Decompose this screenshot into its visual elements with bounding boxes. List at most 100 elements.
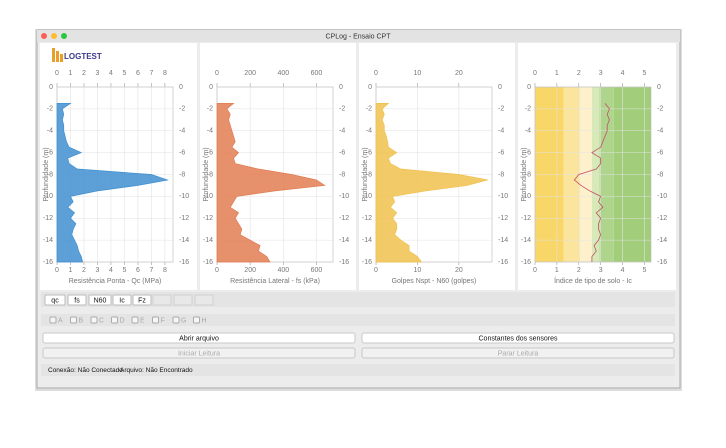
checkbox[interactable]: [49, 316, 57, 324]
checkbox-label[interactable]: C: [99, 317, 104, 324]
x-tick-label: 4: [109, 267, 113, 274]
title-bar: [37, 30, 680, 42]
x-tick-label: 0: [533, 70, 537, 77]
y-tick-label: -16: [498, 259, 508, 266]
y-tick-label: -14: [657, 237, 667, 244]
checkbox[interactable]: [193, 316, 200, 324]
y-axis-label: Profundidade (m): [362, 147, 369, 201]
minimize-button[interactable]: [51, 33, 57, 39]
y-tick-label: -8: [339, 171, 345, 178]
x-tick-label: 4: [109, 70, 113, 77]
y-tick-label: -4: [179, 128, 185, 135]
y-tick-label: -6: [339, 149, 345, 156]
x-tick-label: 4: [621, 267, 625, 274]
checkbox-label[interactable]: G: [181, 317, 186, 324]
y-tick-label: -10: [657, 193, 667, 200]
y-tick-label: -10: [498, 193, 508, 200]
x-tick-label: 3: [96, 70, 100, 77]
checkbox[interactable]: [172, 316, 180, 324]
checkbox[interactable]: [131, 316, 139, 324]
toggle-button[interactable]: [67, 294, 87, 306]
x-tick-label: 0: [55, 70, 59, 77]
x-tick-label: 0: [55, 267, 59, 274]
close-button[interactable]: [41, 33, 47, 39]
toggle-button-label[interactable]: N60: [94, 297, 107, 304]
action-button-label[interactable]: Constantes dos sensores: [479, 335, 558, 342]
checkbox[interactable]: [70, 316, 77, 324]
action-button[interactable]: [361, 332, 675, 344]
x-tick-label: 1: [69, 70, 73, 77]
action-button-label: Iniciar Leitura: [178, 350, 220, 357]
toggle-button[interactable]: [88, 294, 112, 306]
y-tick-label: -14: [43, 237, 53, 244]
action-button: [361, 347, 675, 359]
x-tick-label: 5: [642, 70, 646, 77]
y-tick-label: -6: [179, 149, 185, 156]
toggle-button[interactable]: [112, 294, 132, 306]
y-tick-label: 0: [368, 84, 372, 91]
checkbox-label[interactable]: A: [58, 317, 63, 324]
checkbox[interactable]: [152, 316, 159, 324]
toggle-button[interactable]: [132, 294, 152, 306]
y-tick-label: -10: [521, 193, 531, 200]
zoom-button[interactable]: [61, 33, 67, 39]
empty-button[interactable]: [194, 294, 214, 306]
action-button-label[interactable]: Abrir arquivo: [179, 335, 219, 342]
checkbox-label[interactable]: B: [79, 317, 84, 324]
checkbox-label[interactable]: E: [140, 317, 145, 324]
y-tick-label: -6: [525, 149, 531, 156]
y-tick-label: -4: [498, 128, 504, 135]
action-button[interactable]: [42, 332, 356, 344]
y-axis-label: Profundidade (m): [521, 147, 528, 201]
y-tick-label: -16: [521, 259, 531, 266]
y-tick-label: -2: [207, 106, 213, 113]
y-tick-label: -2: [498, 106, 504, 113]
action-button-label: Parar Leitura: [498, 350, 539, 357]
y-tick-label: -8: [207, 171, 213, 178]
toggle-button-label[interactable]: fs: [74, 297, 80, 304]
y-tick-label: -14: [362, 237, 372, 244]
empty-button[interactable]: [152, 294, 172, 306]
x-tick-label: 3: [96, 267, 100, 274]
x-tick-label: 200: [244, 267, 256, 274]
y-tick-label: -4: [339, 128, 345, 135]
y-tick-label: -14: [203, 237, 213, 244]
checkbox[interactable]: [90, 316, 98, 324]
x-tick-label: 0: [215, 267, 219, 274]
window-title: CPLog - Ensaio CPT: [326, 33, 392, 40]
checkbox-label[interactable]: D: [120, 317, 125, 324]
checkbox-label[interactable]: H: [202, 317, 207, 324]
x-axis-label: Índice de tipo de solo - Ic: [554, 276, 632, 285]
y-tick-label: -16: [43, 259, 53, 266]
x-axis-label: Resistência Lateral - fs (kPa): [230, 278, 320, 285]
x-tick-label: 2: [577, 267, 581, 274]
x-tick-label: 2: [82, 267, 86, 274]
x-tick-label: 7: [149, 267, 153, 274]
x-tick-label: 200: [244, 70, 256, 77]
toggle-button-label[interactable]: Fz: [138, 297, 146, 304]
toggle-button[interactable]: [44, 294, 66, 306]
y-tick-label: -12: [339, 215, 349, 222]
y-tick-label: -4: [525, 128, 531, 135]
toggle-button-label[interactable]: qc: [51, 297, 59, 304]
checkbox[interactable]: [111, 316, 118, 324]
x-tick-label: 8: [163, 70, 167, 77]
y-tick-label: -6: [47, 149, 53, 156]
y-tick-label: -14: [521, 237, 531, 244]
profile-area: [56, 103, 169, 263]
x-tick-label: 2: [577, 70, 581, 77]
toggle-button-label[interactable]: Ic: [119, 297, 125, 304]
y-tick-label: -12: [203, 215, 213, 222]
logo-bar: [60, 54, 63, 62]
x-tick-label: 400: [277, 70, 289, 77]
y-tick-label: -10: [179, 193, 189, 200]
x-tick-label: 2: [82, 70, 86, 77]
y-tick-label: -8: [657, 171, 663, 178]
checkbox-label[interactable]: F: [161, 317, 165, 324]
x-tick-label: 6: [136, 267, 140, 274]
empty-button[interactable]: [173, 294, 193, 306]
status-bar: [41, 364, 675, 376]
y-tick-label: 0: [657, 84, 661, 91]
